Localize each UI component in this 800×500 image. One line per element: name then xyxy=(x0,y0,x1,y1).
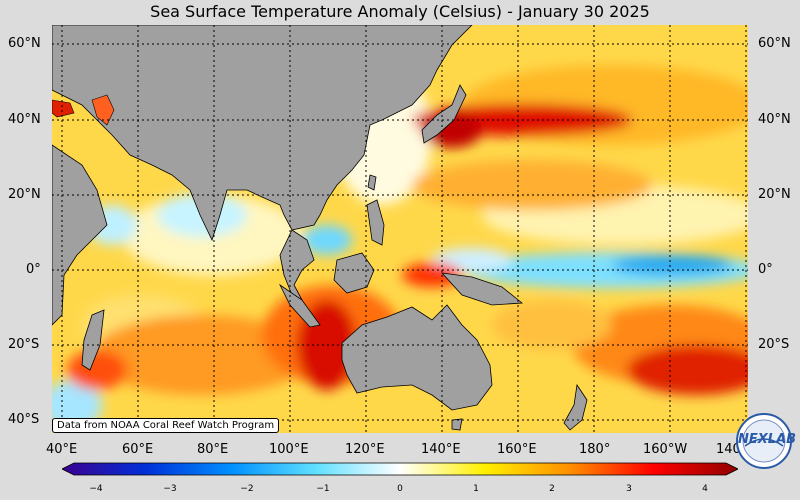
lat-label-right: 60°N xyxy=(758,36,791,51)
lon-label: 180° xyxy=(579,442,611,457)
lon-label: 60°E xyxy=(122,442,154,457)
lat-label-left: 20°N xyxy=(8,187,41,202)
colorbar-tick: 3 xyxy=(626,484,632,494)
colorbar xyxy=(62,462,738,476)
lon-label: 140°E xyxy=(421,442,461,457)
colorbar-tick: 0 xyxy=(397,484,403,494)
logo-text: NEXLAB xyxy=(738,432,797,447)
lat-label-right: 0° xyxy=(758,262,773,277)
lat-label-left: 40°N xyxy=(8,112,41,127)
nexlab-logo-icon[interactable] xyxy=(735,412,793,470)
colorbar-tick: −4 xyxy=(89,484,103,494)
lat-label-left: 60°N xyxy=(8,36,41,51)
lon-label: 120°E xyxy=(345,442,385,457)
lat-label-right: 20°S xyxy=(758,337,790,352)
colorbar-tick: 1 xyxy=(473,484,479,494)
lat-label-left: 20°S xyxy=(8,337,40,352)
sst-anomaly-map[interactable] xyxy=(52,25,748,433)
lon-label: 80°E xyxy=(197,442,229,457)
data-credit: Data from NOAA Coral Reef Watch Program xyxy=(52,418,280,433)
colorbar-tick: −2 xyxy=(240,484,254,494)
lat-label-left: 40°S xyxy=(8,412,40,427)
colorbar-tick: −1 xyxy=(316,484,330,494)
map-title: Sea Surface Temperature Anomaly (Celsius… xyxy=(150,2,650,21)
lon-label: 140°W xyxy=(716,442,740,457)
lon-label: 40°E xyxy=(46,442,78,457)
lat-label-left: 0° xyxy=(26,262,41,277)
colorbar-tick: 4 xyxy=(702,484,708,494)
land-masses xyxy=(52,25,588,431)
lon-label: 100°E xyxy=(269,442,309,457)
inland-seas xyxy=(52,94,115,126)
colorbar-tick: 2 xyxy=(549,484,555,494)
lat-label-right: 40°N xyxy=(758,112,791,127)
lon-label: 160°E xyxy=(497,442,537,457)
lon-label: 160°W xyxy=(643,442,688,457)
graticule xyxy=(52,25,748,433)
lat-label-right: 20°N xyxy=(758,187,791,202)
map-svg xyxy=(52,25,748,433)
colorbar-tick: −3 xyxy=(163,484,177,494)
